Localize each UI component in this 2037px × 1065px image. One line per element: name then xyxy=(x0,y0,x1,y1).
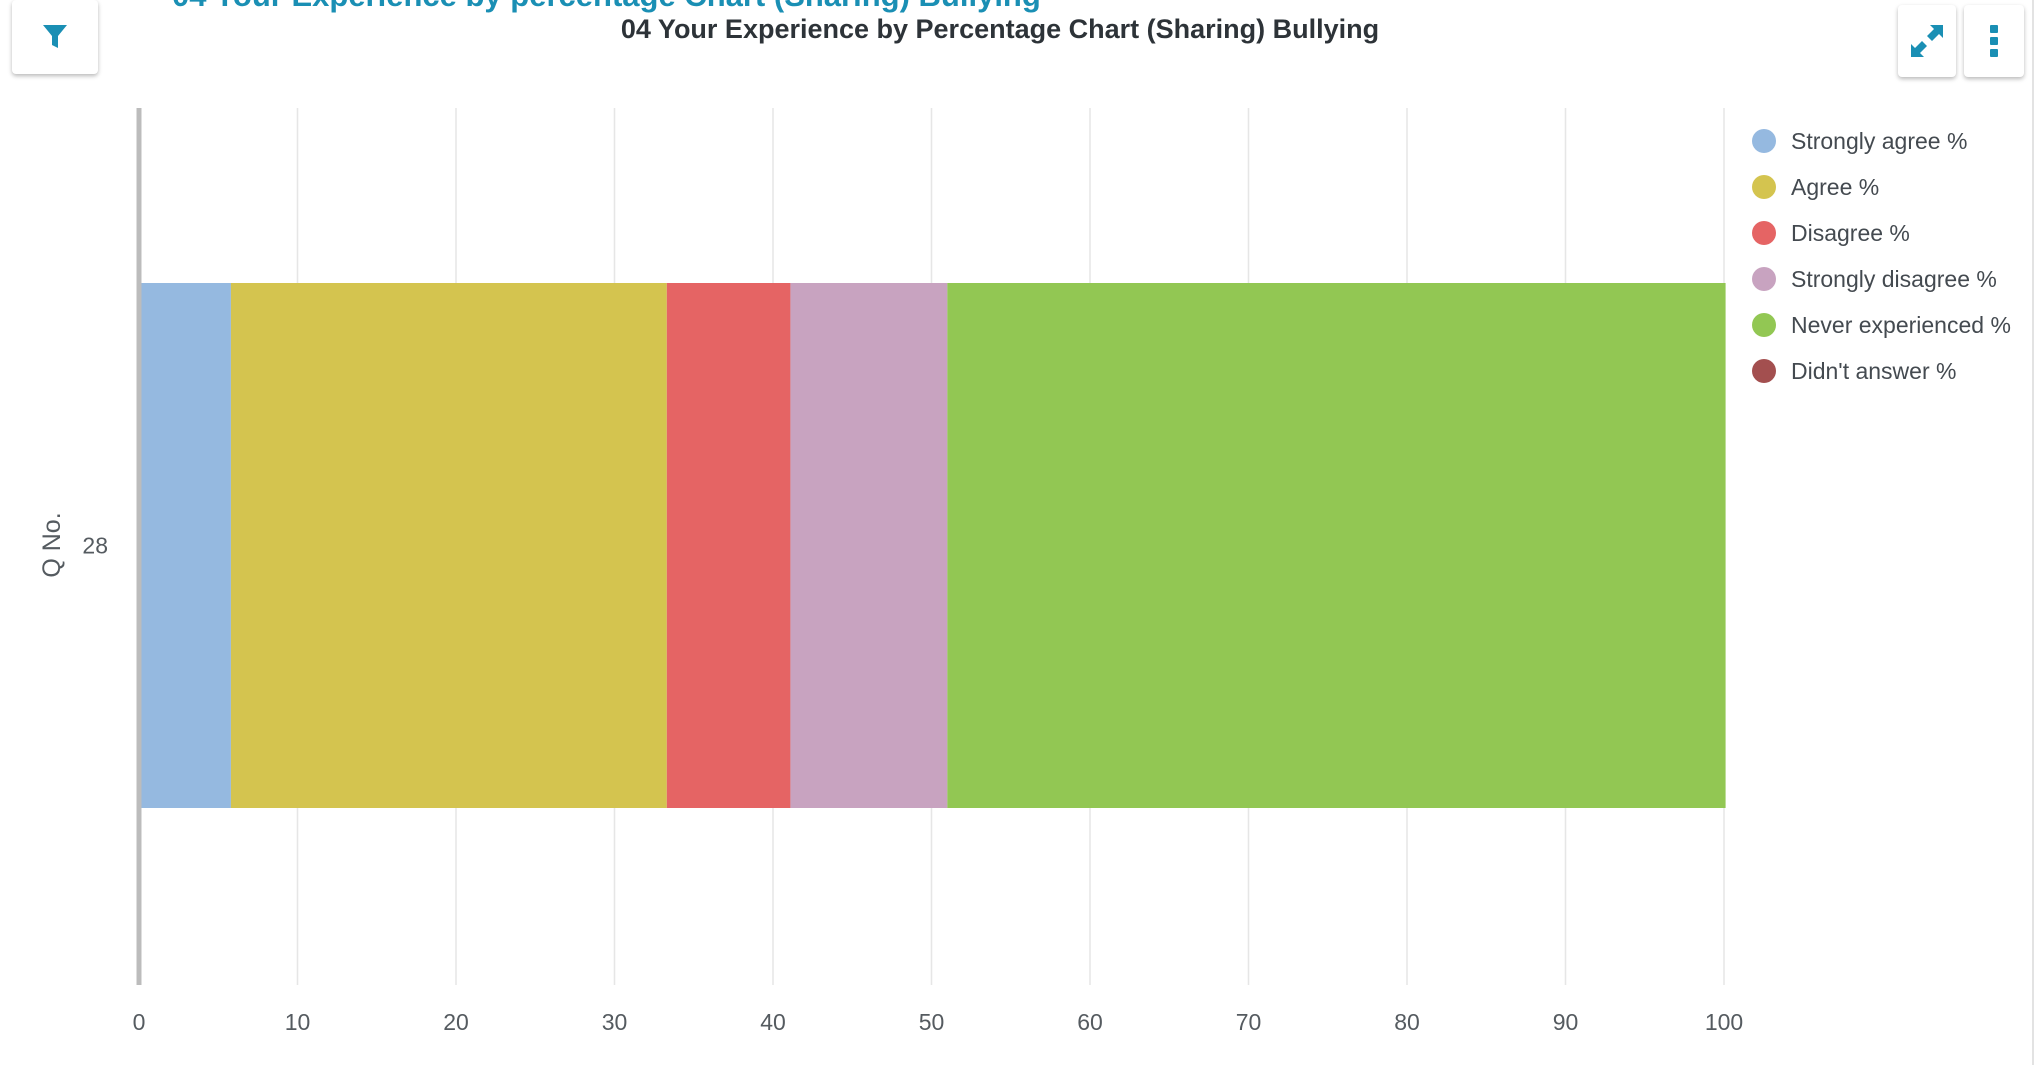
x-tick-label: 90 xyxy=(1553,1009,1579,1035)
legend-item[interactable]: Strongly agree % xyxy=(1752,118,2011,164)
x-tick-label: 80 xyxy=(1394,1009,1420,1035)
legend-marker xyxy=(1752,313,1776,337)
legend-marker xyxy=(1752,221,1776,245)
more-vertical-icon xyxy=(1990,25,1998,57)
legend-label: Didn't answer % xyxy=(1791,357,1957,384)
expand-icon xyxy=(1911,25,1943,57)
legend-item[interactable]: Didn't answer % xyxy=(1752,348,2011,394)
legend-item[interactable]: Strongly disagree % xyxy=(1752,256,2011,302)
legend-label: Strongly disagree % xyxy=(1791,265,1997,292)
bar-segment-4 xyxy=(790,283,948,808)
y-axis-title: Q No. xyxy=(38,512,66,577)
x-tick-label: 60 xyxy=(1077,1009,1103,1035)
x-tick-label: 70 xyxy=(1236,1009,1262,1035)
legend-marker xyxy=(1752,129,1776,153)
bar-segment-2 xyxy=(230,283,667,808)
x-tick-label: 50 xyxy=(919,1009,945,1035)
legend-item[interactable]: Disagree % xyxy=(1752,210,2011,256)
panel-divider xyxy=(2032,0,2034,1065)
page-heading: 04 Your Experience by percentage Chart (… xyxy=(172,0,1041,14)
legend-marker xyxy=(1752,359,1776,383)
legend-label: Never experienced % xyxy=(1791,311,2011,338)
chart-title: 04 Your Experience by Percentage Chart (… xyxy=(620,14,1380,44)
x-tick-label: 100 xyxy=(1705,1009,1743,1035)
legend-label: Agree % xyxy=(1791,173,1880,200)
bar-segment-3 xyxy=(666,283,791,808)
filter-icon xyxy=(43,25,67,48)
x-tick-label: 30 xyxy=(602,1009,628,1035)
legend-label: Disagree % xyxy=(1791,219,1910,246)
y-category-label: 28 xyxy=(82,533,108,559)
x-tick-label: 40 xyxy=(760,1009,786,1035)
bar-segment-1 xyxy=(139,283,231,808)
chart-legend: Strongly agree % Agree % Disagree % Strongl… xyxy=(1752,118,2011,394)
legend-item[interactable]: Never experienced % xyxy=(1752,302,2011,348)
x-tick-label: 10 xyxy=(285,1009,311,1035)
filter-button[interactable] xyxy=(12,0,98,74)
legend-label: Strongly agree % xyxy=(1791,127,1968,154)
x-tick-label: 20 xyxy=(443,1009,469,1035)
more-options-button[interactable] xyxy=(1964,5,2024,77)
legend-item[interactable]: Agree % xyxy=(1752,164,2011,210)
legend-marker xyxy=(1752,175,1776,199)
legend-marker xyxy=(1752,267,1776,291)
expand-button[interactable] xyxy=(1898,5,1956,77)
bar-segment-5 xyxy=(947,283,1726,808)
x-tick-label: 0 xyxy=(133,1009,146,1035)
